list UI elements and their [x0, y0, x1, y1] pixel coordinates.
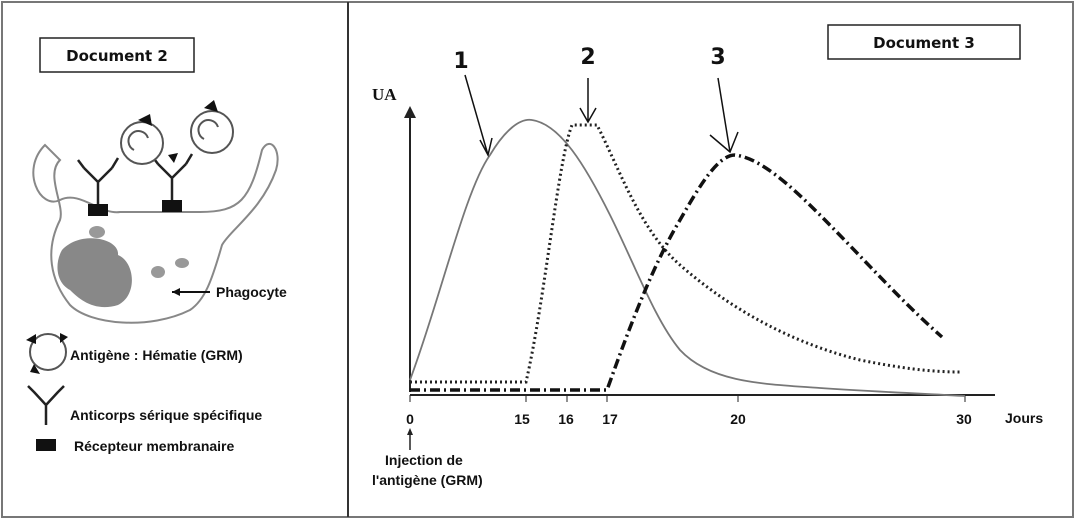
pointer-arrow: [464, 74, 493, 158]
pointer-arrow: [579, 78, 597, 124]
y-axis-label: UA: [372, 85, 397, 104]
curve-label: 1: [453, 49, 468, 74]
curve-1: [409, 119, 966, 397]
x-ticks: 0 15 16 17 20 30: [406, 395, 972, 427]
legend-label: Antigène : Hématie (GRM): [70, 347, 243, 363]
antigen-marker: [138, 100, 218, 163]
x-tick-label: 16: [558, 411, 574, 427]
annotation: Injection de: [385, 452, 463, 468]
legend-antigen: [29, 333, 67, 371]
antigen: [127, 130, 149, 151]
pointer: [172, 288, 180, 296]
curve-2: [410, 123, 961, 384]
legend-receptor: [36, 439, 56, 451]
receptor: [88, 204, 108, 216]
antigen: [197, 119, 219, 140]
curve-label: 2: [580, 45, 595, 70]
x-tick-label: 15: [514, 411, 530, 427]
doc2-title: Document 2: [66, 47, 168, 65]
injection-arrow: [407, 428, 413, 435]
x-tick-label: 30: [956, 411, 972, 427]
pointer-arrow: [709, 77, 739, 154]
arrow-head: [404, 106, 416, 118]
vesicle: [151, 266, 165, 278]
curve-3: [410, 153, 944, 392]
x-tick-label: 0: [406, 411, 414, 427]
vesicle: [89, 226, 105, 238]
antibody: [151, 153, 194, 200]
antigen: [120, 121, 164, 165]
annotation: l'antigène (GRM): [372, 472, 483, 488]
legend-label: Anticorps sérique spécifique: [70, 407, 262, 423]
x-axis-label: Jours: [1005, 410, 1043, 426]
antigen: [190, 110, 234, 154]
x-tick-label: 20: [730, 411, 746, 427]
x-tick-label: 17: [602, 411, 618, 427]
legend-label: Récepteur membranaire: [74, 438, 235, 454]
curve-label: 3: [710, 45, 725, 70]
doc3-title: Document 3: [873, 34, 975, 52]
title-box: [39, 37, 195, 73]
phagocyte-label: Phagocyte: [216, 284, 287, 300]
antibody: [77, 157, 120, 204]
title-box: [827, 24, 1021, 60]
legend-antibody: [27, 385, 65, 425]
legend-antigen: [26, 333, 68, 374]
vesicle: [175, 258, 189, 268]
receptor: [162, 200, 182, 212]
nucleus: [57, 238, 132, 308]
